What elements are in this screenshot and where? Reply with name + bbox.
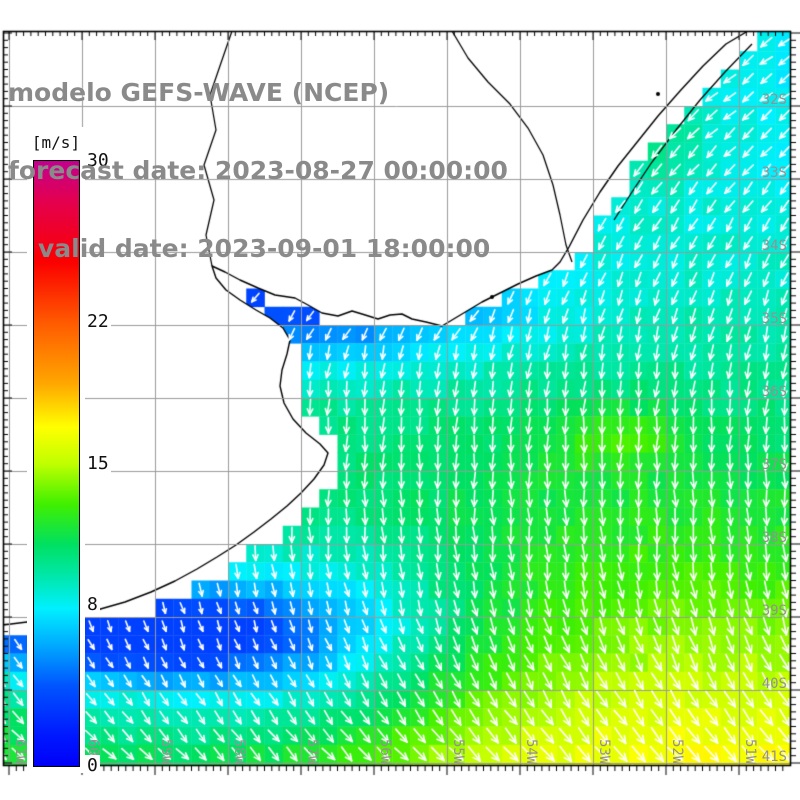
lon-label: 58W [231,738,247,764]
lat-label: 41S [761,749,787,765]
lon-label: 59W [158,738,174,764]
colorbar-tick-label: 22 [85,311,111,333]
lat-label: 40S [761,676,787,692]
colorbar-gradient [33,160,80,767]
lon-label: 52W [669,738,685,764]
lon-label: 61W [12,738,28,764]
lon-label: 53W [596,738,612,764]
colorbar-unit-label: [m/s] [31,133,81,152]
colorbar-tick-label: 15 [85,452,111,474]
title-valid-line: valid date: 2023-09-01 18:00:00 [38,234,491,263]
lat-label: 39S [761,603,787,619]
lat-label: 33S [761,165,787,181]
lat-label: 38S [761,530,787,546]
colorbar-tick-label: 8 [85,593,100,615]
lon-label: 54W [523,738,539,764]
colorbar-tick-label: 30 [85,150,111,171]
lon-label: 55W [450,738,466,764]
lat-label: 32S [761,92,787,108]
lon-label: 56W [377,738,393,764]
colorbar: [m/s] [27,127,85,773]
map-title: modelo GEFS-WAVE (NCEP) forecast date: 2… [8,28,508,314]
lat-label: 36S [761,384,787,400]
lat-label: 37S [761,457,787,473]
lat-label: 35S [761,311,787,327]
lon-label: 57W [304,738,320,764]
title-model-line: modelo GEFS-WAVE (NCEP) [8,78,390,107]
title-forecast-line: forecast date: 2023-08-27 00:00:00 [8,156,508,185]
colorbar-tick-label: 0 [85,755,100,776]
lon-label: 51W [742,738,758,764]
lat-label: 34S [761,238,787,254]
